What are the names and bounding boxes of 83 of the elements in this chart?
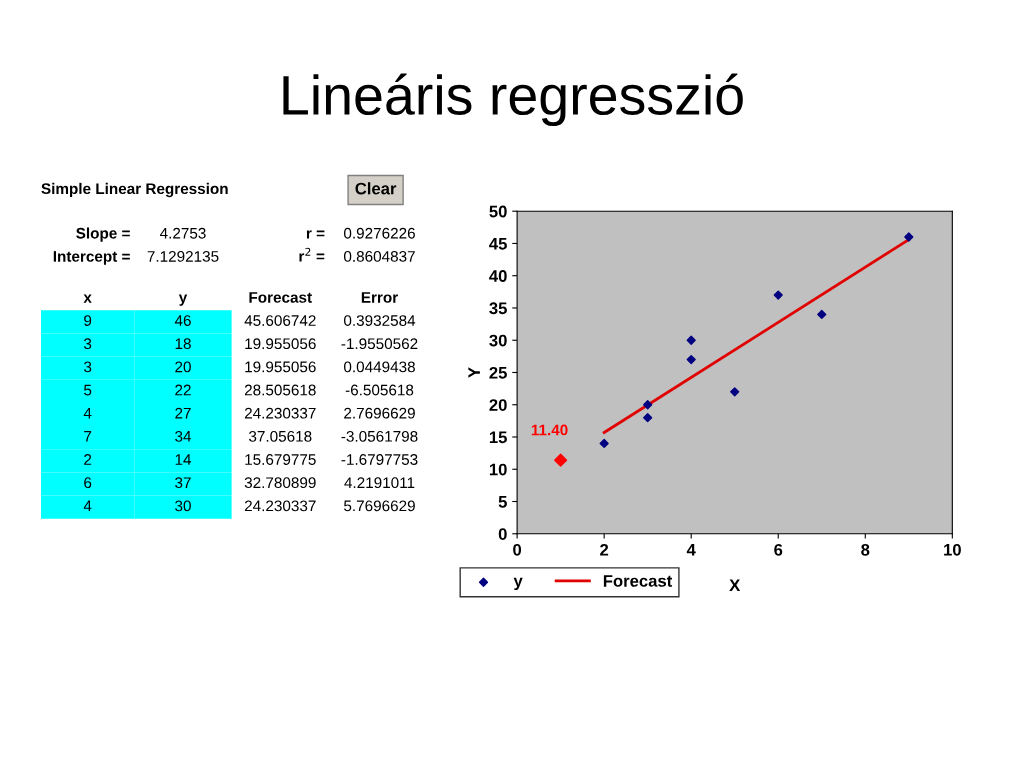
text: 27 bbox=[175, 407, 191, 419]
point bbox=[773, 290, 783, 300]
point bbox=[686, 335, 696, 345]
text: 46 bbox=[174, 315, 191, 326]
text: 5.7696629 bbox=[344, 500, 415, 512]
text: 22 bbox=[175, 384, 191, 396]
text: 4 bbox=[83, 407, 92, 419]
y-tick-label: 5 bbox=[498, 496, 507, 508]
text: 28.505618 bbox=[244, 384, 316, 396]
text: 14 bbox=[175, 454, 192, 465]
x-tick-label: 6 bbox=[774, 543, 783, 556]
text: 37.05618 bbox=[248, 430, 312, 442]
x-tick-label: 8 bbox=[861, 543, 870, 556]
text: 18 bbox=[175, 338, 191, 350]
annotation: 11.40 bbox=[531, 424, 568, 436]
text: 5 bbox=[84, 384, 92, 396]
text: 0.0449438 bbox=[343, 361, 415, 373]
text: Forecast bbox=[249, 292, 312, 303]
text: 20 bbox=[175, 361, 191, 373]
x-tick-label: 10 bbox=[944, 543, 961, 556]
text: 4.2753 bbox=[159, 227, 206, 239]
point bbox=[554, 453, 568, 467]
point bbox=[904, 232, 914, 242]
legend-label: Forecast bbox=[603, 575, 673, 587]
point bbox=[817, 309, 827, 320]
point bbox=[643, 413, 653, 423]
text: 19.955056 bbox=[245, 338, 316, 350]
text: Clear bbox=[355, 182, 397, 195]
x-tick-label: 2 bbox=[600, 543, 609, 556]
text: 24.230337 bbox=[244, 407, 316, 419]
text: 2.7696629 bbox=[344, 407, 415, 419]
text: 32.780899 bbox=[244, 477, 316, 489]
text: x bbox=[83, 294, 92, 303]
y-tick-label: 15 bbox=[489, 431, 507, 444]
text: Slope = bbox=[76, 227, 130, 242]
y-tick-label: 35 bbox=[489, 302, 507, 315]
text: Error bbox=[361, 292, 398, 303]
y-tick-label: 50 bbox=[489, 205, 507, 218]
text: 30 bbox=[175, 500, 191, 512]
text: 3 bbox=[83, 338, 92, 350]
text: -1.9550562 bbox=[341, 338, 418, 350]
text: 9 bbox=[84, 315, 92, 326]
x-tick-label: 4 bbox=[686, 544, 696, 556]
y-tick-label: 30 bbox=[489, 334, 507, 347]
point bbox=[643, 400, 653, 410]
text: 0.3932584 bbox=[343, 315, 416, 326]
text: Intercept = bbox=[53, 251, 130, 265]
text: 7.1292135 bbox=[147, 250, 219, 262]
point bbox=[686, 354, 696, 365]
x-tick-label: 0 bbox=[513, 543, 522, 556]
text: 24.230337 bbox=[244, 500, 316, 512]
y-tick-label: 10 bbox=[489, 463, 507, 476]
text: 34 bbox=[175, 430, 192, 442]
legend-label: y bbox=[513, 577, 523, 591]
text: 0.8604837 bbox=[343, 250, 415, 262]
y-tick-label: 20 bbox=[489, 399, 507, 411]
text: 37 bbox=[175, 477, 191, 489]
point bbox=[730, 387, 740, 397]
text: -6.505618 bbox=[345, 384, 414, 396]
text: 45.606742 bbox=[244, 315, 316, 326]
text: -3.0561798 bbox=[341, 430, 418, 442]
text: 0.9276226 bbox=[343, 227, 415, 239]
y-tick-label: 40 bbox=[489, 270, 507, 282]
text: 4 bbox=[83, 500, 92, 512]
text: r = bbox=[306, 230, 325, 239]
text: 7 bbox=[84, 431, 92, 442]
text: r$^{2}$ = bbox=[299, 247, 325, 262]
text: 6 bbox=[84, 477, 92, 489]
y-tick-label: 0 bbox=[498, 528, 507, 540]
text: 4.2191011 bbox=[344, 477, 415, 489]
x-axis-title: X bbox=[729, 579, 741, 591]
y-axis-title: Y bbox=[468, 367, 480, 378]
text: y bbox=[178, 294, 188, 306]
text: 15.679775 bbox=[245, 454, 316, 465]
text: Lineáris regresszió bbox=[283, 73, 743, 127]
text: 19.955056 bbox=[245, 361, 316, 373]
y-tick-label: 45 bbox=[489, 238, 507, 250]
text: -1.6797753 bbox=[341, 454, 418, 465]
y-tick-label: 25 bbox=[489, 366, 507, 379]
text: 3 bbox=[83, 361, 92, 373]
text: 2 bbox=[84, 454, 92, 465]
point bbox=[599, 438, 609, 449]
text: Simple Linear Regression bbox=[41, 182, 228, 198]
